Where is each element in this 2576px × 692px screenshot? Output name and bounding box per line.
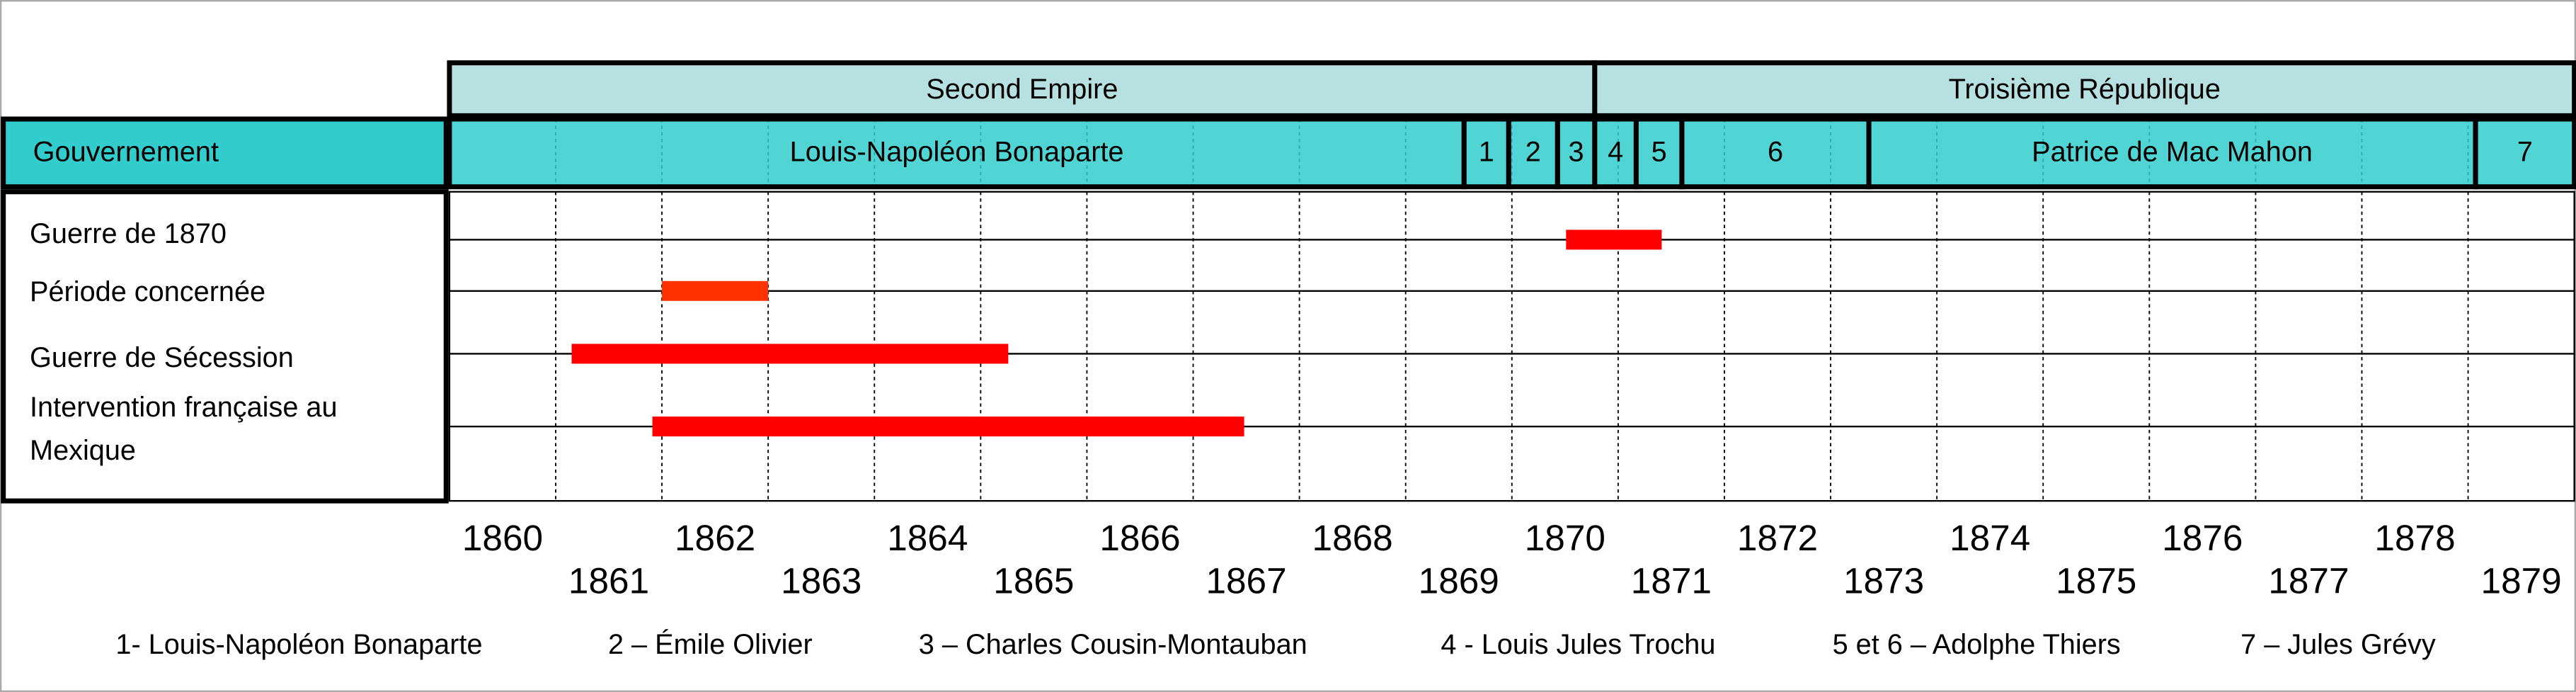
government-name: Louis-Napoléon Bonaparte — [790, 137, 1124, 168]
footnote: 5 et 6 – Adolphe Thiers — [1833, 629, 2121, 660]
row-label-box: Guerre de Sécession — [30, 342, 294, 374]
row-label-box: Guerre de 1870 — [30, 218, 227, 250]
x-tick-label: 1879 — [2481, 560, 2562, 601]
footnote: 3 – Charles Cousin-Montauban — [919, 629, 1307, 660]
x-tick-label: 1863 — [781, 560, 861, 601]
government-name: Patrice de Mac Mahon — [2032, 137, 2313, 168]
x-tick-label: 1870 — [1525, 518, 1605, 558]
government-name: 1 — [1479, 137, 1494, 168]
regime-label: Second Empire — [926, 74, 1118, 105]
government-name: 2 — [1525, 137, 1541, 168]
x-tick-label: 1871 — [1631, 560, 1712, 601]
row-label: Période concernée — [30, 276, 266, 308]
regime-bar — [1592, 60, 2576, 118]
x-tick-label: 1875 — [2056, 560, 2136, 601]
government-bar — [1461, 116, 1511, 190]
x-tick-label: 1864 — [887, 518, 968, 558]
government-header — [1, 116, 449, 190]
row-label: Intervention française au Mexique — [30, 392, 338, 467]
row-label: Guerre de Sécession — [30, 342, 294, 374]
x-tick-label: 1877 — [2268, 560, 2349, 601]
government-bar — [1866, 116, 2478, 190]
footnote: 2 – Émile Olivier — [608, 629, 813, 660]
government-label: Gouvernement — [33, 137, 219, 168]
government-bar — [1679, 116, 1872, 190]
row-label: Guerre de 1870 — [30, 218, 227, 250]
x-tick-label: 1873 — [1843, 560, 1924, 601]
x-tick-label: 1876 — [2162, 518, 2243, 558]
x-tick-label: 1874 — [1950, 518, 2030, 558]
x-tick-label: 1869 — [1419, 560, 1499, 601]
regime-bar — [447, 60, 1598, 118]
regime-label: Troisième République — [1949, 74, 2221, 105]
x-tick-label: 1867 — [1206, 560, 1286, 601]
row-label-panel — [1, 189, 449, 504]
period-bar — [652, 416, 1244, 437]
x-tick-label: 1868 — [1312, 518, 1393, 558]
x-tick-label: 1865 — [993, 560, 1074, 601]
government-name: 4 — [1608, 137, 1623, 168]
footnote: 4 - Louis Jules Trochu — [1441, 629, 1715, 660]
footnote: 1- Louis-Napoléon Bonaparte — [115, 629, 482, 660]
x-tick-label: 1860 — [462, 518, 543, 558]
government-name: 7 — [2517, 137, 2533, 168]
government-bar — [1555, 116, 1598, 190]
row-label-box: Intervention française au Mexique — [30, 392, 338, 467]
period-bar — [662, 280, 769, 301]
footnote: 7 – Jules Grévy — [2240, 629, 2436, 660]
government-bar — [1592, 116, 1639, 190]
government-name: 5 — [1651, 137, 1667, 168]
government-name: 6 — [1768, 137, 1783, 168]
government-bar — [447, 116, 1467, 190]
period-bar — [571, 344, 1009, 364]
x-tick-label: 1866 — [1099, 518, 1180, 558]
x-tick-label: 1861 — [568, 560, 649, 601]
period-bar — [1566, 229, 1662, 250]
government-name: 3 — [1569, 137, 1584, 168]
x-tick-label: 1862 — [675, 518, 755, 558]
government-bar — [2473, 116, 2576, 190]
x-tick-label: 1878 — [2374, 518, 2455, 558]
row-label-box: Période concernée — [30, 276, 266, 308]
x-tick-label: 1872 — [1737, 518, 1818, 558]
